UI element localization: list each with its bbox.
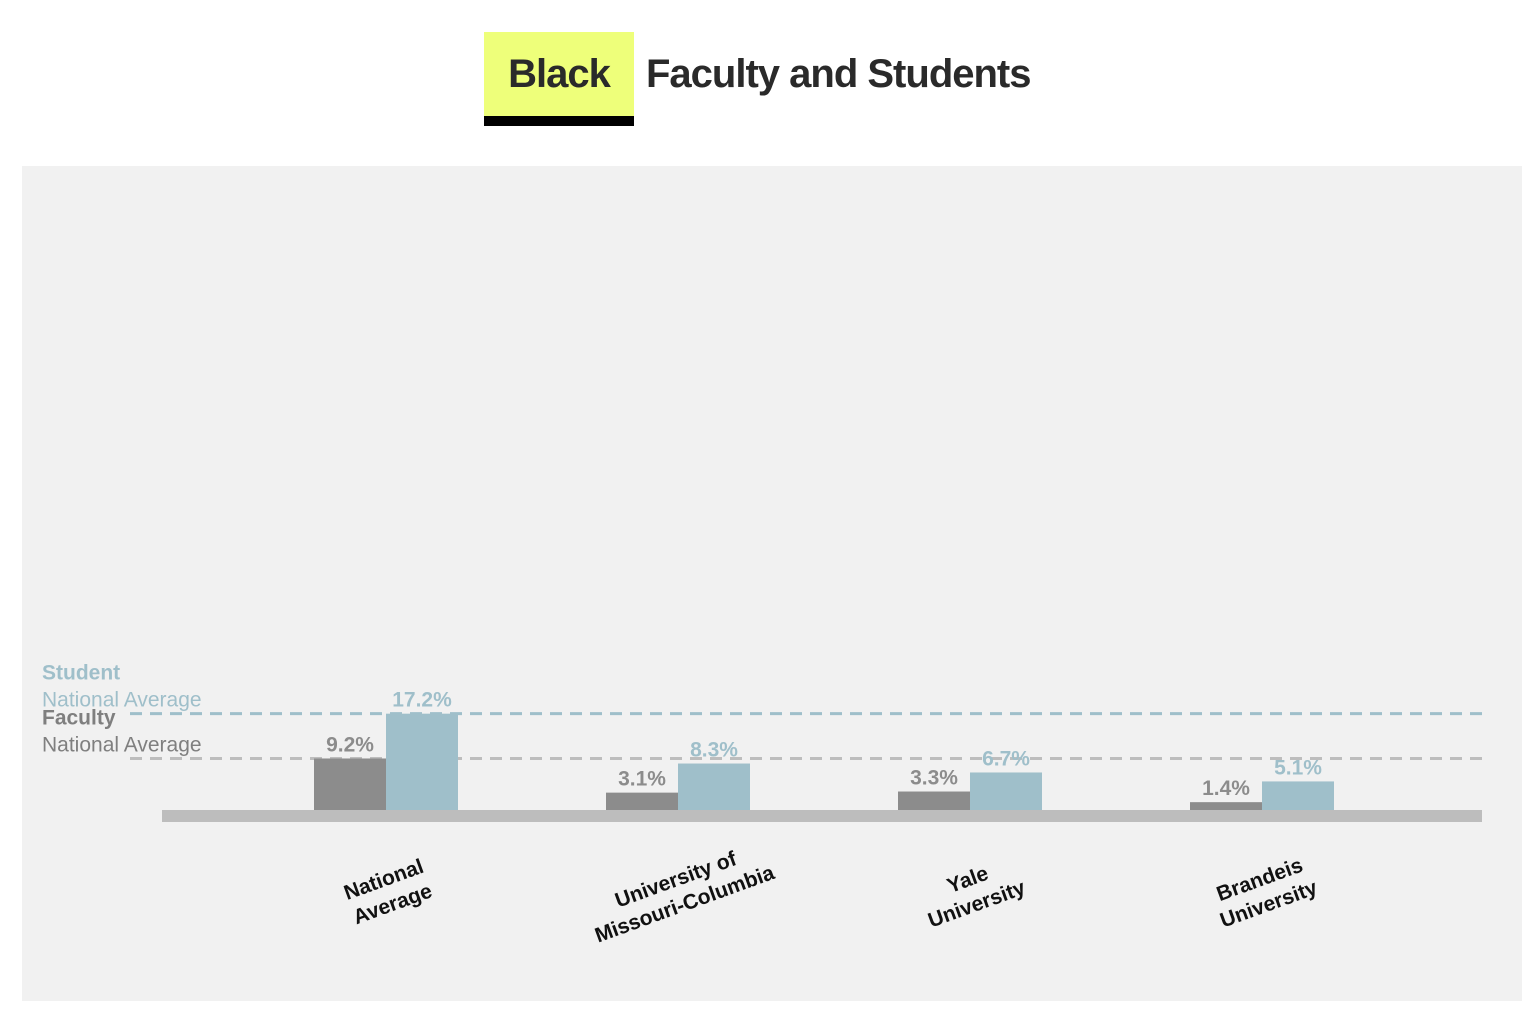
faculty-value-label: 3.1% [618,768,666,791]
student-value-label: 6.7% [982,747,1030,770]
category-label: YaleUniversity [916,852,1028,933]
title-text: Faculty and Students [646,51,1031,96]
chart-panel: Student National Average Faculty National A… [22,166,1522,1001]
faculty-bar [898,791,970,810]
student-bar [970,772,1042,810]
title-highlight-tag: Black [484,32,634,126]
student-value-label: 8.3% [690,739,738,762]
student-bar [678,763,750,810]
chart-title: Black Faculty and Students [484,32,1031,126]
student-value-label: 5.1% [1274,756,1322,779]
x-axis-baseline [162,810,1482,822]
faculty-bar [606,792,678,810]
category-label: NationalAverage [341,855,436,929]
faculty-value-label: 9.2% [326,733,374,756]
category-label: University ofMissouri-Columbia [583,837,778,948]
faculty-bar [1190,802,1262,810]
category-label: BrandeisUniversity [1208,852,1320,933]
faculty-reference-label-top: Faculty [42,706,116,729]
student-reference-label-bottom: National Average [42,689,202,712]
faculty-bar [314,758,386,810]
faculty-reference-label-bottom: National Average [42,733,202,756]
student-bar [1262,781,1334,810]
student-reference-label-top: Student [42,662,120,685]
faculty-value-label: 1.4% [1202,777,1250,800]
student-value-label: 17.2% [392,689,452,712]
faculty-value-label: 3.3% [910,767,958,790]
student-bar [386,713,458,810]
